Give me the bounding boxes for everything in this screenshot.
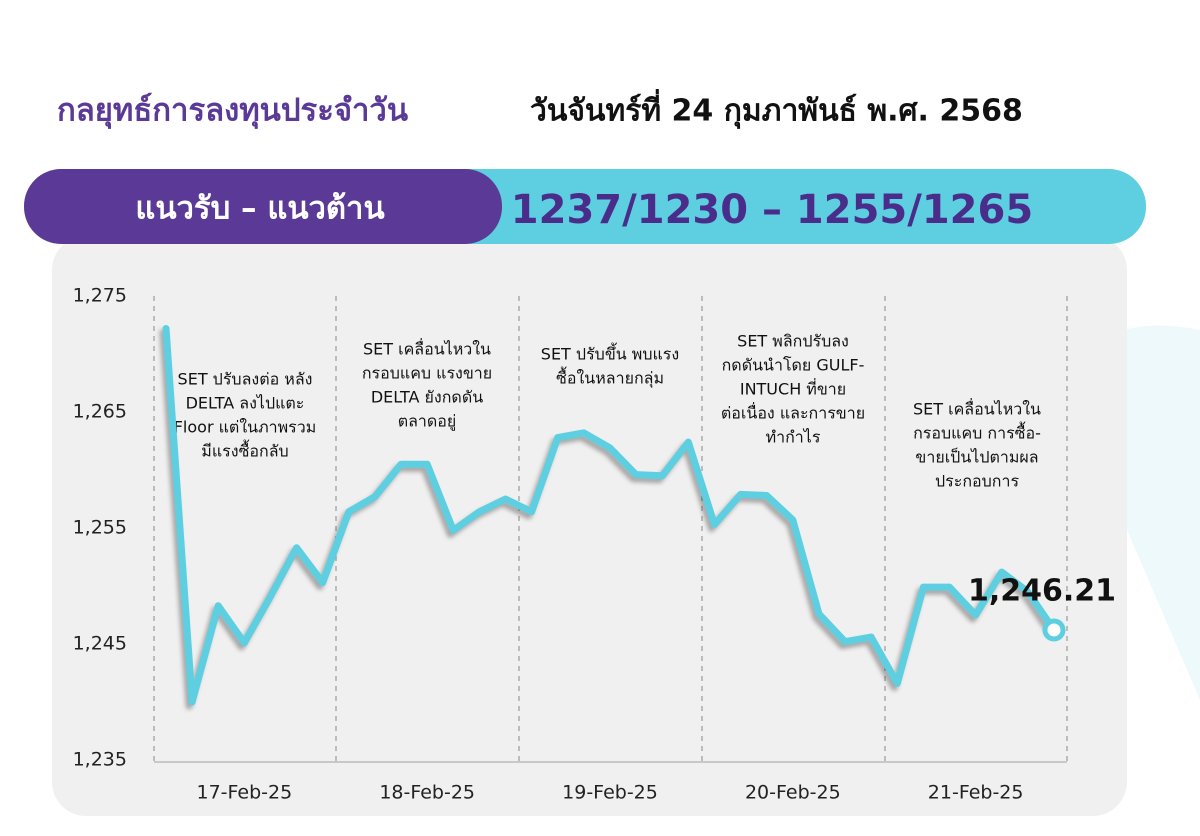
- annotation: INTUCH ที่ขาย: [740, 378, 846, 399]
- annotation: DELTA ยังกดดัน: [371, 388, 483, 407]
- banner-label: แนวรับ – แนวต้าน: [135, 191, 384, 227]
- annotation: ทำกำไร: [766, 428, 821, 447]
- end-point: [1042, 618, 1066, 642]
- annotation: SET เคลื่อนไหวใน: [913, 398, 1041, 419]
- x-tick-label: 18-Feb-25: [379, 782, 475, 804]
- annotation: ขายเป็นไปตามผล: [915, 447, 1038, 467]
- annotation: SET ปรับลงต่อ หลัง: [178, 370, 313, 389]
- x-tick-label: 19-Feb-25: [562, 782, 658, 804]
- annotation: Floor แต่ในภาพรวม: [174, 418, 317, 437]
- annotation: ซื้อในหลายกลุ่ม: [556, 367, 664, 389]
- chart-panel: [52, 236, 1127, 816]
- title: กลยุทธ์การลงทุนประจำวัน: [57, 93, 408, 130]
- x-tick-label: 20-Feb-25: [745, 782, 841, 804]
- annotation: ตลาดอยู่: [398, 412, 457, 432]
- annotation: SET พลิกปรับลง: [737, 332, 849, 351]
- annotation: DELTA ลงไปแตะ: [186, 394, 305, 413]
- annotation: กดดันนำโดย GULF-: [722, 356, 865, 375]
- banner-value: 1237/1230 – 1255/1265: [511, 187, 1033, 233]
- banner-value-pill: [300, 169, 1146, 244]
- x-tick-label: 17-Feb-25: [196, 782, 292, 804]
- price-line: [162, 324, 1058, 706]
- annotation: มีแรงซื้อกลับ: [201, 440, 288, 461]
- value-label: 1,246.21: [968, 573, 1116, 608]
- date: วันจันทร์ที่ 24 กุมภาพันธ์ พ.ศ. 2568: [530, 89, 1023, 130]
- banner-label-pill: [24, 169, 502, 244]
- y-tick-label: 1,265: [73, 401, 127, 423]
- y-tick-label: 1,245: [73, 633, 127, 655]
- annotation: SET ปรับขึ้น พบแรง: [541, 343, 679, 364]
- day-separators: [153, 296, 1068, 763]
- annotation: กรอบแคบ แรงขาย: [362, 364, 492, 383]
- y-tick-label: 1,275: [73, 285, 127, 307]
- x-tick-label: 21-Feb-25: [928, 782, 1024, 804]
- annotation: กรอบแคบ การซื้อ-: [913, 422, 1041, 443]
- annotation: SET เคลื่อนไหวใน: [363, 338, 491, 359]
- y-tick-label: 1,235: [73, 749, 127, 771]
- y-tick-label: 1,255: [73, 517, 127, 539]
- annotation: ต่อเนื่อง และการขาย: [721, 402, 865, 423]
- annotation: ประกอบการ: [935, 472, 1019, 491]
